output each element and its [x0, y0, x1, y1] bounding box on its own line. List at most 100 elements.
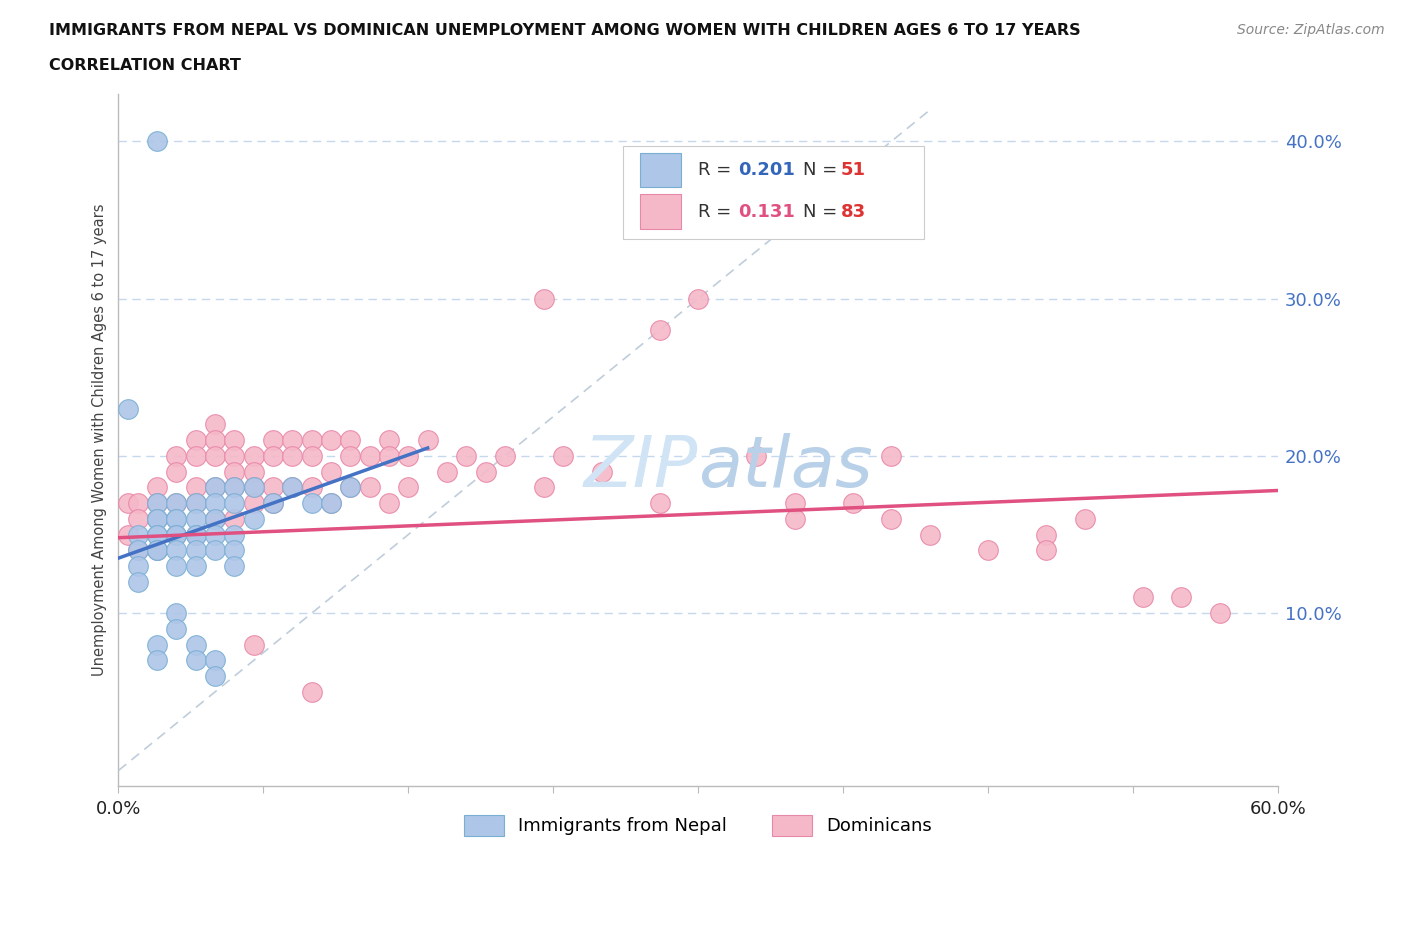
Point [281, 448, 304, 463]
Point [224, 496, 246, 511]
Point [224, 543, 246, 558]
Point [184, 448, 207, 463]
Text: ZIP: ZIP [583, 433, 699, 502]
Point [783, 512, 806, 526]
Text: atlas: atlas [699, 433, 873, 502]
Y-axis label: Unemployment Among Women with Children Ages 6 to 17 years: Unemployment Among Women with Children A… [93, 204, 107, 676]
Text: N =: N = [803, 203, 842, 220]
Point [204, 417, 226, 432]
Point [224, 464, 246, 479]
Point [165, 559, 187, 574]
Point [165, 527, 187, 542]
Point [146, 134, 169, 149]
Point [262, 496, 284, 511]
Point [301, 480, 323, 495]
Point [165, 512, 187, 526]
Point [224, 480, 246, 495]
Point [242, 637, 264, 652]
Point [474, 464, 496, 479]
Point [165, 527, 187, 542]
Point [339, 480, 361, 495]
Point [165, 621, 187, 636]
Point [224, 432, 246, 447]
Point [262, 480, 284, 495]
Point [436, 464, 458, 479]
Point [1170, 590, 1192, 604]
Point [301, 684, 323, 699]
Point [688, 291, 710, 306]
Point [204, 669, 226, 684]
Point [146, 543, 169, 558]
Point [165, 605, 187, 620]
Text: 83: 83 [841, 203, 866, 220]
Point [127, 496, 149, 511]
Point [242, 480, 264, 495]
Point [165, 464, 187, 479]
Point [880, 448, 903, 463]
Point [242, 464, 264, 479]
Point [224, 480, 246, 495]
Point [204, 480, 226, 495]
Point [165, 448, 187, 463]
Point [378, 496, 401, 511]
Point [146, 653, 169, 668]
Point [262, 496, 284, 511]
Point [146, 637, 169, 652]
Point [127, 543, 149, 558]
Point [301, 448, 323, 463]
Point [920, 527, 942, 542]
Point [242, 480, 264, 495]
Point [319, 496, 342, 511]
Point [184, 653, 207, 668]
Point [319, 496, 342, 511]
Point [127, 543, 149, 558]
FancyBboxPatch shape [623, 146, 924, 239]
Point [339, 448, 361, 463]
Text: N =: N = [803, 161, 842, 179]
Point [242, 448, 264, 463]
Point [977, 543, 1000, 558]
Point [783, 496, 806, 511]
Point [204, 480, 226, 495]
Point [165, 543, 187, 558]
Point [146, 512, 169, 526]
Point [146, 543, 169, 558]
Point [281, 480, 304, 495]
Point [184, 543, 207, 558]
Point [117, 401, 139, 416]
Point [204, 543, 226, 558]
FancyBboxPatch shape [640, 194, 681, 229]
Legend: Immigrants from Nepal, Dominicans: Immigrants from Nepal, Dominicans [457, 807, 939, 843]
Point [204, 496, 226, 511]
Point [146, 512, 169, 526]
Point [416, 432, 439, 447]
Point [146, 480, 169, 495]
Point [224, 527, 246, 542]
Point [745, 448, 768, 463]
Point [146, 543, 169, 558]
Point [262, 432, 284, 447]
Point [146, 527, 169, 542]
Point [396, 480, 419, 495]
Point [533, 480, 555, 495]
Point [842, 496, 865, 511]
Point [242, 512, 264, 526]
Point [184, 480, 207, 495]
Point [262, 448, 284, 463]
Text: 0.131: 0.131 [738, 203, 794, 220]
Point [396, 448, 419, 463]
Point [880, 512, 903, 526]
Point [184, 527, 207, 542]
Point [184, 496, 207, 511]
Point [184, 559, 207, 574]
Point [224, 448, 246, 463]
Point [359, 480, 381, 495]
Point [648, 496, 671, 511]
Point [1073, 512, 1095, 526]
Point [184, 527, 207, 542]
Point [127, 512, 149, 526]
Point [1035, 527, 1057, 542]
Point [319, 432, 342, 447]
Point [242, 496, 264, 511]
Point [1132, 590, 1154, 604]
